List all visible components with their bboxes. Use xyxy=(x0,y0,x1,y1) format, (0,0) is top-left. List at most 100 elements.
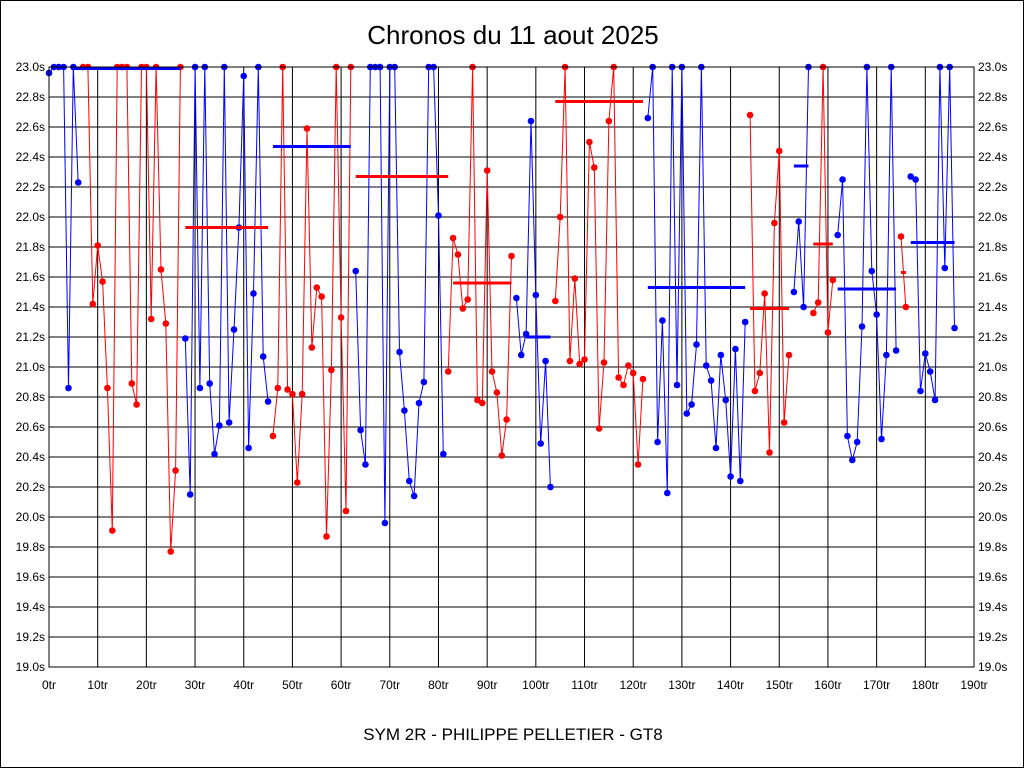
y-tick-label-right: 21.8s xyxy=(978,240,1007,254)
data-point xyxy=(157,266,165,273)
data-point xyxy=(897,233,905,240)
data-point xyxy=(586,138,593,146)
data-point xyxy=(746,111,754,119)
data-point xyxy=(751,387,759,395)
data-point xyxy=(537,440,545,447)
data-point xyxy=(547,483,554,491)
x-tick-label: 100tr xyxy=(522,678,549,692)
y-tick-label-right: 19.2s xyxy=(978,630,1007,644)
y-tick-label-right: 21.0s xyxy=(978,360,1007,374)
x-tick-label: 120tr xyxy=(620,678,647,692)
data-point xyxy=(488,368,496,375)
data-point xyxy=(766,449,773,456)
data-point xyxy=(289,390,296,398)
data-point xyxy=(878,435,885,443)
axis-tick-labels: 19.0s 19.0s 19.2s 19.2s 19.4s 19.4s 19.6s 19.6s… xyxy=(16,60,1008,692)
average-lines xyxy=(73,67,955,339)
data-point xyxy=(620,381,627,389)
x-tick-label: 70tr xyxy=(379,678,400,692)
data-point xyxy=(702,362,710,369)
data-point xyxy=(182,335,189,342)
data-point xyxy=(449,234,457,242)
data-point xyxy=(800,303,807,311)
y-tick-label-left: 23.0s xyxy=(16,60,45,74)
data-point xyxy=(941,264,949,272)
y-tick-label-right: 20.8s xyxy=(978,390,1007,404)
data-point xyxy=(206,380,213,387)
data-point xyxy=(795,218,803,225)
data-point xyxy=(196,384,204,392)
data-point xyxy=(186,491,194,498)
data-point xyxy=(396,348,403,356)
data-point xyxy=(663,489,671,497)
x-tick-label: 80tr xyxy=(428,678,449,692)
data-point xyxy=(444,368,452,375)
x-tick-label: 50tr xyxy=(282,678,303,692)
data-point xyxy=(342,507,350,515)
y-tick-label-right: 20.0s xyxy=(978,510,1007,524)
data-point xyxy=(352,267,360,275)
data-point xyxy=(259,353,267,360)
data-point xyxy=(926,368,934,375)
series-line xyxy=(272,66,352,537)
data-point xyxy=(639,375,647,383)
series-line xyxy=(749,114,790,453)
data-point xyxy=(410,492,418,500)
data-point xyxy=(654,438,661,446)
data-point xyxy=(707,377,715,384)
y-tick-label-right: 21.6s xyxy=(978,270,1007,284)
data-point xyxy=(556,213,564,221)
data-point xyxy=(683,410,691,417)
y-tick-label-left: 19.4s xyxy=(16,600,45,614)
data-point xyxy=(907,173,915,180)
x-tick-label: 90tr xyxy=(477,678,498,692)
data-point xyxy=(147,315,155,323)
chart-title: Chronos du 11 aout 2025 xyxy=(367,20,659,50)
data-point xyxy=(104,384,111,392)
data-point xyxy=(771,219,778,227)
data-point xyxy=(89,300,97,308)
data-point xyxy=(625,362,632,369)
series-line xyxy=(793,66,809,308)
data-point xyxy=(284,386,291,393)
y-tick-label-left: 21.0s xyxy=(16,360,45,374)
y-tick-label-left: 21.4s xyxy=(16,300,45,314)
data-point xyxy=(717,351,725,359)
x-tick-label: 60tr xyxy=(331,678,352,692)
data-point xyxy=(459,305,467,312)
data-point xyxy=(912,176,919,183)
data-point xyxy=(440,450,447,458)
data-point xyxy=(269,432,277,440)
data-point xyxy=(659,317,666,324)
x-tick-label: 10tr xyxy=(87,678,108,692)
series-line xyxy=(910,66,955,401)
data-point xyxy=(405,477,413,485)
data-point xyxy=(673,381,681,389)
data-point xyxy=(65,384,72,392)
data-point xyxy=(600,359,608,366)
y-tick-label-left: 20.2s xyxy=(16,480,45,494)
data-point xyxy=(464,296,471,303)
data-point xyxy=(493,389,501,396)
data-point xyxy=(298,390,306,398)
data-point xyxy=(576,360,583,368)
data-point xyxy=(274,384,282,392)
data-point xyxy=(513,294,520,302)
data-point xyxy=(323,533,330,540)
x-tick-label: 130tr xyxy=(668,678,695,692)
data-point xyxy=(478,399,486,407)
data-point xyxy=(780,419,788,426)
data-point xyxy=(245,444,252,452)
data-series xyxy=(45,63,958,555)
data-point xyxy=(571,275,579,282)
y-tick-label-left: 22.4s xyxy=(16,150,45,164)
y-tick-label-right: 23.0s xyxy=(978,60,1007,74)
data-point xyxy=(498,452,506,459)
data-point xyxy=(474,396,481,404)
data-point xyxy=(108,527,116,534)
data-point xyxy=(264,398,272,405)
data-point xyxy=(415,399,423,407)
y-tick-label-right: 19.4s xyxy=(978,600,1007,614)
x-tick-label: 190tr xyxy=(960,678,987,692)
y-tick-label-right: 22.0s xyxy=(978,210,1007,224)
